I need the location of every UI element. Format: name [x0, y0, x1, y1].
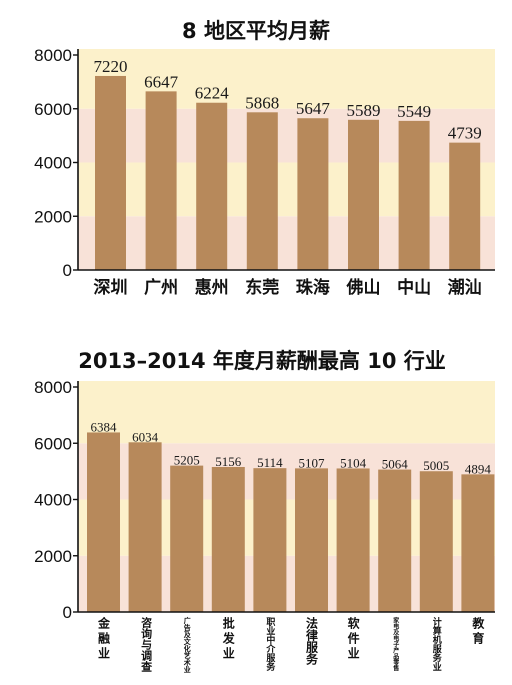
chart-2-band — [78, 387, 495, 444]
chart-2-bar — [295, 468, 328, 612]
chart-1-band — [78, 108, 495, 163]
chart-1-plot: 7220 深圳 6647 广州 6224 惠州 5868 东莞 5647 珠海 5589 佛山 5549… — [34, 46, 495, 297]
chart-2-y-tick-label: 8000 — [34, 378, 72, 397]
chart-2-title: 2013–2014 年度月薪酬最高 10 行业 — [78, 349, 446, 373]
chart-2-data-label: 6384 — [91, 419, 118, 434]
chart-1-y-tick-label: 4000 — [34, 154, 72, 173]
chart-2-data-label: 5064 — [382, 457, 409, 472]
chart-2-bar — [419, 471, 453, 612]
chart-1-category-label: 惠州 — [195, 277, 229, 297]
chart-1-data-label: 5868 — [245, 93, 279, 112]
chart-1-title: 8 地区平均月薪 — [182, 19, 330, 43]
chart-1-data-label: 4739 — [448, 124, 482, 143]
chart-2-y-tick-label: 4000 — [34, 491, 72, 510]
chart-1-bar — [246, 112, 278, 270]
chart-2-bar — [461, 474, 495, 612]
chart-1-y-tick-label: 2000 — [34, 207, 72, 226]
chart-2-data-label: 4894 — [465, 461, 492, 476]
chart-1-data-label: 5647 — [296, 99, 331, 118]
chart-1-category-label: 中山 — [397, 277, 431, 297]
chart-1-bar — [348, 119, 379, 270]
chart-1-data-label: 7220 — [94, 57, 128, 76]
chart-2-y-tick-label: 6000 — [34, 434, 72, 453]
chart-2-bar — [211, 466, 245, 612]
chart-1-band — [78, 162, 495, 217]
chart-2-bar — [87, 432, 120, 612]
chart-2-data-label: 5107 — [299, 455, 326, 470]
chart-1-category-label: 潮汕 — [448, 277, 482, 297]
chart-1-y-tick-label: 6000 — [34, 100, 72, 119]
chart-2-bar — [253, 468, 287, 612]
chart-2-plot: 6384 6034 5205 5156 5114 5107 5104 5064 5005 4894… — [34, 378, 495, 622]
chart-2-bar — [336, 468, 370, 612]
chart-1-bar — [145, 91, 177, 270]
chart-1-category-label: 深圳 — [94, 277, 128, 297]
chart-1-category-label: 佛山 — [346, 277, 381, 297]
chart-2-y-tick-label: 0 — [63, 603, 72, 622]
chart-1-bar — [449, 142, 481, 270]
chart-1-category-label: 广州 — [144, 277, 178, 297]
chart-2-bar — [378, 469, 412, 612]
chart-2-data-label: 5104 — [340, 455, 367, 470]
chart-1-category-label: 珠海 — [296, 277, 330, 297]
chart-1-bar — [196, 102, 228, 270]
chart-2-data-label: 5114 — [257, 455, 283, 470]
chart-1-data-label: 6224 — [195, 84, 230, 103]
chart-2-data-label: 5205 — [174, 453, 200, 468]
chart-1-bar — [297, 118, 329, 270]
chart-1-band — [78, 216, 495, 270]
chart-1-band — [78, 49, 495, 55]
chart-1-data-label: 5589 — [347, 101, 381, 120]
chart-2-data-label: 5156 — [215, 454, 242, 469]
chart-2-bar — [128, 442, 162, 612]
chart-2-band — [78, 381, 495, 387]
chart-1-bar — [398, 120, 430, 270]
chart-1-band — [78, 55, 495, 109]
chart-1-category-label: 东莞 — [245, 277, 279, 297]
chart-1-bar — [95, 75, 126, 271]
chart-2-y-tick-label: 2000 — [34, 547, 72, 566]
chart-2-data-label: 6034 — [132, 429, 159, 444]
chart-2-bar — [170, 465, 204, 612]
chart-1-y-tick-label: 8000 — [34, 46, 72, 65]
chart-2-data-label: 5005 — [423, 458, 449, 473]
chart-1-data-label: 5549 — [397, 102, 431, 121]
chart-1-y-tick-label: 0 — [63, 261, 72, 280]
chart-1-data-label: 6647 — [144, 72, 179, 91]
